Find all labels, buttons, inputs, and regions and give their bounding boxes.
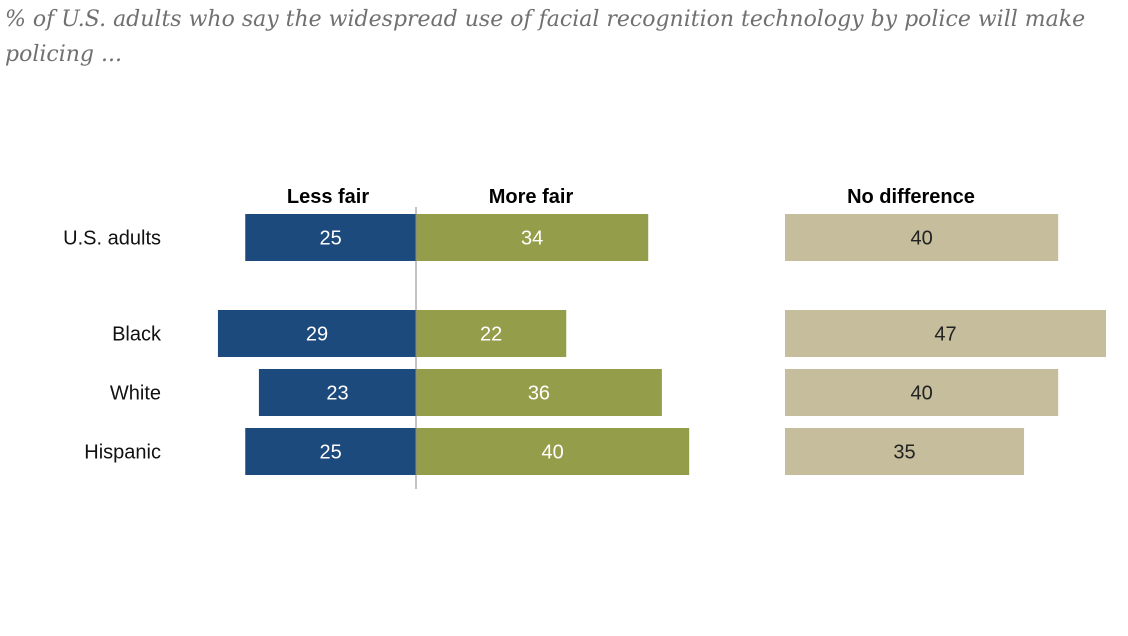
bar-less-fair-black (217, 310, 416, 357)
bar-less-fair-hispanic (245, 428, 416, 475)
legend-no-difference: No difference (847, 186, 975, 208)
bar-more-fair-black (416, 310, 567, 357)
legend-more-fair: More fair (489, 186, 574, 208)
bar-no-difference-white (785, 369, 1059, 416)
data-label-less-fair-white: 23 (326, 383, 348, 405)
category-label-black: Black (112, 324, 162, 346)
data-label-no-difference-u-s-adults: 40 (910, 228, 932, 250)
bar-more-fair-hispanic (416, 428, 690, 475)
data-label-more-fair-black: 22 (480, 324, 502, 346)
bar-more-fair-white (416, 369, 662, 416)
data-label-less-fair-black: 29 (306, 324, 328, 346)
data-label-no-difference-white: 40 (910, 383, 932, 405)
category-label-hispanic: Hispanic (84, 442, 161, 464)
data-label-more-fair-white: 36 (528, 383, 550, 405)
data-label-no-difference-hispanic: 35 (893, 442, 915, 464)
data-label-more-fair-hispanic: 40 (541, 442, 563, 464)
bar-no-difference-hispanic (785, 428, 1025, 475)
data-label-less-fair-u-s-adults: 25 (320, 228, 342, 250)
bar-less-fair-u-s-adults (245, 214, 416, 261)
chart-subtitle: % of U.S. adults who say the widespread … (5, 7, 1086, 67)
bar-no-difference-u-s-adults (785, 214, 1059, 261)
data-label-more-fair-u-s-adults: 34 (521, 228, 543, 250)
data-label-less-fair-hispanic: 25 (320, 442, 342, 464)
legend-less-fair: Less fair (287, 186, 369, 208)
bar-more-fair-u-s-adults (416, 214, 649, 261)
category-label-white: White (110, 383, 161, 405)
data-label-no-difference-black: 47 (934, 324, 956, 346)
bar-no-difference-black (785, 310, 1107, 357)
bar-less-fair-white (258, 369, 416, 416)
category-label-u-s-adults: U.S. adults (63, 228, 161, 250)
